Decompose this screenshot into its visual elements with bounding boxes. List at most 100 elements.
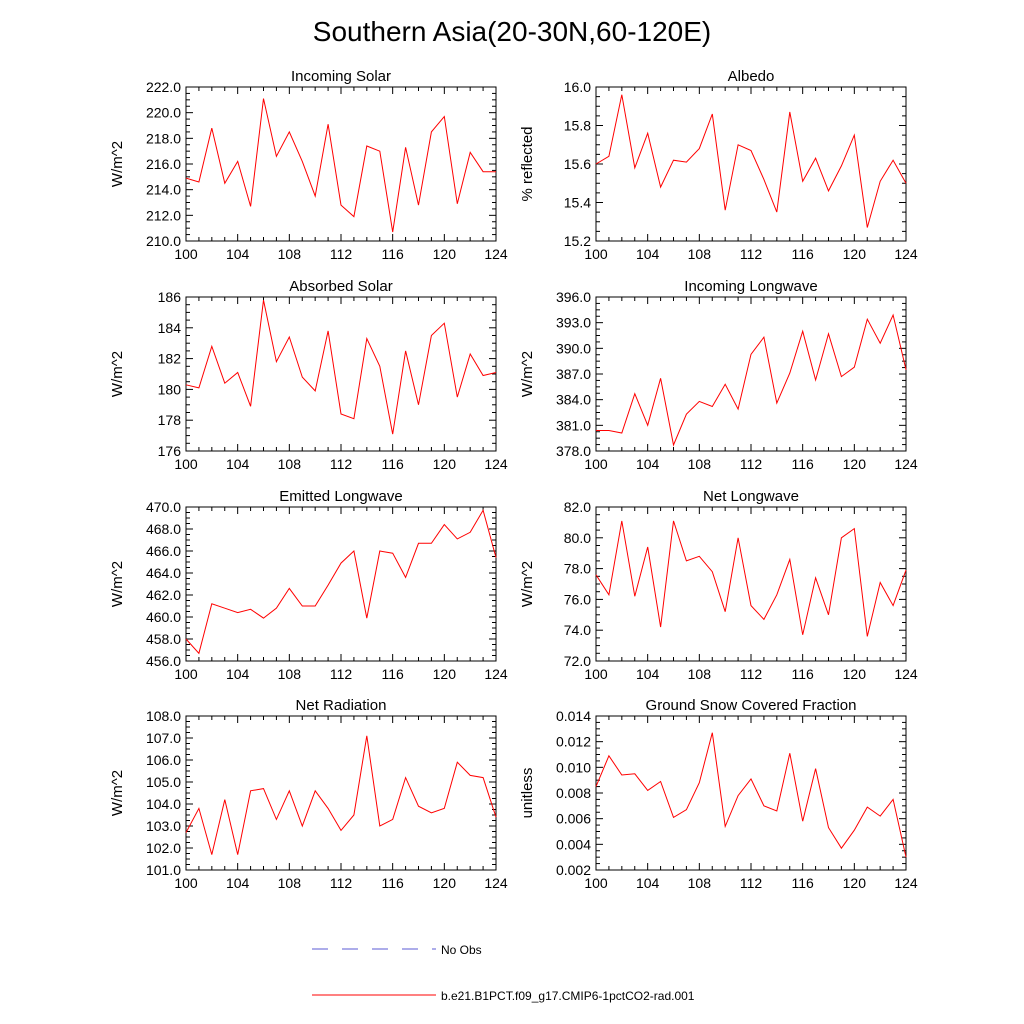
y-tick-label: 393.0 <box>556 315 591 331</box>
x-tick-label: 108 <box>688 456 712 472</box>
x-tick-label: 112 <box>330 246 353 262</box>
y-tick-label: 15.8 <box>564 118 591 134</box>
y-tick-label: 15.6 <box>564 156 591 172</box>
y-tick-label: 15.2 <box>564 233 591 249</box>
x-tick-label: 112 <box>330 875 353 891</box>
y-tick-label: 82.0 <box>564 499 591 515</box>
y-tick-label: 222.0 <box>146 79 181 95</box>
legend-series-label: b.e21.B1PCT.f09_g17.CMIP6-1pctCO2-rad.00… <box>441 989 695 1003</box>
panel-7: Ground Snow Covered Fraction unitless 100 1… <box>519 697 918 891</box>
x-tick-label: 120 <box>433 875 457 891</box>
y-tick-label: 210.0 <box>146 233 181 249</box>
panel-4: Emitted Longwave W/m^2 100 104 108 112 116 120 1… <box>109 488 508 682</box>
y-axis-label: W/m^2 <box>519 351 536 397</box>
y-tick-label: 470.0 <box>146 499 181 515</box>
y-axis-label: W/m^2 <box>109 770 126 816</box>
x-tick-label: 124 <box>894 666 918 682</box>
y-tick-label: 16.0 <box>564 79 591 95</box>
y-tick-label: 78.0 <box>564 561 591 577</box>
plot-frame <box>185 86 497 242</box>
x-tick-label: 108 <box>688 666 712 682</box>
series-line <box>595 94 907 228</box>
y-tick-label: 220.0 <box>146 105 181 121</box>
plot-frame <box>185 296 497 452</box>
x-tick-label: 104 <box>226 875 250 891</box>
x-tick-label: 112 <box>740 456 763 472</box>
y-tick-label: 182 <box>158 351 182 367</box>
panel-0: Incoming Solar W/m^2 100 104 108 112 116 120 124… <box>109 68 508 262</box>
x-tick-label: 120 <box>433 456 457 472</box>
x-tick-label: 100 <box>584 875 608 891</box>
x-tick-label: 112 <box>740 875 763 891</box>
y-tick-label: 0.004 <box>556 836 591 852</box>
series-line <box>185 299 497 435</box>
x-tick-label: 124 <box>894 246 918 262</box>
legend-obs-label: No Obs <box>441 943 482 957</box>
x-tick-label: 108 <box>278 246 302 262</box>
plot-frame <box>595 715 907 871</box>
y-tick-label: 460.0 <box>146 609 181 625</box>
x-tick-label: 120 <box>843 875 867 891</box>
y-tick-label: 381.0 <box>556 417 591 433</box>
y-tick-label: 212.0 <box>146 207 181 223</box>
x-tick-label: 120 <box>843 666 867 682</box>
y-tick-label: 0.002 <box>556 862 591 878</box>
y-axis-label: W/m^2 <box>109 561 126 607</box>
y-tick-label: 387.0 <box>556 366 591 382</box>
x-tick-label: 112 <box>330 666 353 682</box>
y-tick-label: 76.0 <box>564 591 591 607</box>
y-tick-label: 107.0 <box>146 730 181 746</box>
y-tick-label: 216.0 <box>146 156 181 172</box>
legend: No Obs b.e21.B1PCT.f09_g17.CMIP6-1pctCO2… <box>312 943 695 1003</box>
y-tick-label: 384.0 <box>556 392 591 408</box>
y-tick-label: 106.0 <box>146 752 181 768</box>
y-axis-label: W/m^2 <box>109 141 126 187</box>
y-tick-label: 178 <box>158 412 182 428</box>
x-tick-label: 104 <box>226 246 250 262</box>
x-tick-label: 116 <box>792 875 815 891</box>
main-title: Southern Asia(20-30N,60-120E) <box>313 16 711 47</box>
y-tick-label: 0.008 <box>556 785 591 801</box>
y-tick-label: 468.0 <box>146 521 181 537</box>
x-tick-label: 108 <box>278 666 302 682</box>
x-tick-label: 124 <box>484 246 508 262</box>
x-tick-label: 108 <box>278 875 302 891</box>
y-axis-label: % reflected <box>519 126 536 201</box>
x-tick-label: 104 <box>636 456 660 472</box>
x-tick-label: 120 <box>843 246 867 262</box>
y-tick-label: 180 <box>158 381 182 397</box>
x-tick-label: 104 <box>226 456 250 472</box>
x-tick-label: 100 <box>174 456 198 472</box>
panels-group: Incoming Solar W/m^2 100 104 108 112 116 120 124… <box>109 68 918 891</box>
y-tick-label: 0.014 <box>556 708 591 724</box>
y-tick-label: 0.006 <box>556 811 591 827</box>
y-tick-label: 464.0 <box>146 565 181 581</box>
x-tick-label: 124 <box>894 875 918 891</box>
x-tick-label: 116 <box>382 875 405 891</box>
y-tick-label: 176 <box>158 443 182 459</box>
panel-2: Absorbed Solar W/m^2 100 104 108 112 116 120 124… <box>109 278 508 472</box>
x-tick-label: 124 <box>484 456 508 472</box>
y-tick-label: 105.0 <box>146 774 181 790</box>
panel-title: Absorbed Solar <box>289 278 392 295</box>
x-tick-label: 100 <box>584 246 608 262</box>
panel-3: Incoming Longwave W/m^2 100 104 108 112 116 120… <box>519 278 918 472</box>
x-tick-label: 100 <box>174 666 198 682</box>
x-tick-label: 108 <box>688 875 712 891</box>
series-line <box>185 735 497 855</box>
x-tick-label: 124 <box>484 875 508 891</box>
series-line <box>185 98 496 233</box>
y-tick-label: 396.0 <box>556 289 591 305</box>
y-tick-label: 456.0 <box>146 653 181 669</box>
series-line <box>595 732 907 858</box>
panel-title: Net Radiation <box>296 697 387 714</box>
y-tick-label: 104.0 <box>146 796 181 812</box>
x-tick-label: 120 <box>433 246 457 262</box>
x-tick-label: 100 <box>174 246 198 262</box>
series-line <box>185 509 497 655</box>
x-tick-label: 112 <box>740 246 763 262</box>
y-tick-label: 102.0 <box>146 840 181 856</box>
y-tick-label: 214.0 <box>146 182 181 198</box>
x-tick-label: 104 <box>636 246 660 262</box>
